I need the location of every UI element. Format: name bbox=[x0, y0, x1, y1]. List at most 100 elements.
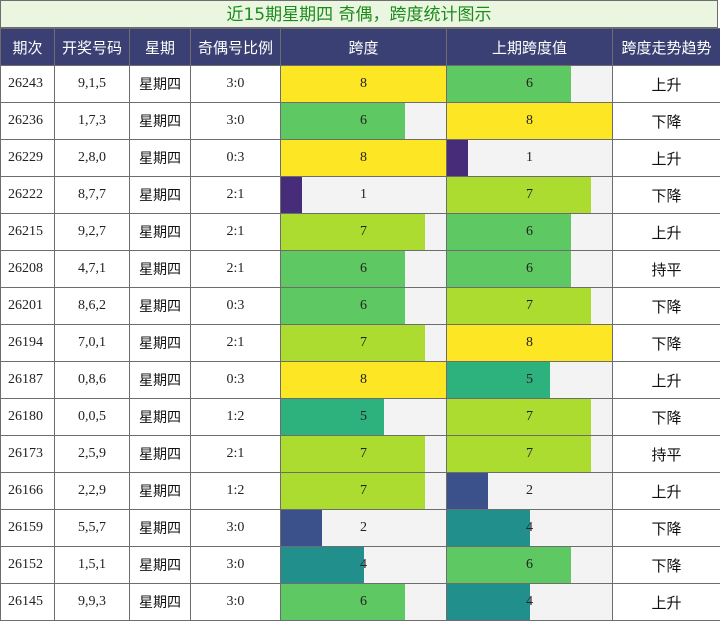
weekday-cell: 星期四 bbox=[129, 102, 191, 140]
span-cell-bar bbox=[281, 473, 426, 509]
prev-span-cell-bar bbox=[447, 288, 592, 324]
trend-cell: 下降 bbox=[612, 398, 720, 436]
odd-even-cell: 3:0 bbox=[190, 509, 281, 547]
numbers-cell: 4,7,1 bbox=[54, 250, 130, 288]
span-cell-label: 6 bbox=[360, 113, 367, 128]
trend-cell: 持平 bbox=[612, 250, 720, 288]
prev-span-cell-label: 8 bbox=[526, 335, 533, 350]
span-cell-bar bbox=[281, 325, 426, 361]
prev-span-cell-bar bbox=[447, 510, 530, 546]
issue-cell: 26194 bbox=[0, 324, 55, 362]
prev-span-cell-label: 7 bbox=[526, 409, 533, 424]
trend-cell: 上升 bbox=[612, 583, 720, 621]
table-body: 26243 9,1,5 星期四 3:0 8 6 上升 26236 1,7,3 星期四 3:0 6 8 下降… bbox=[0, 65, 720, 621]
odd-even-cell: 2:1 bbox=[190, 250, 281, 288]
issue-cell: 26236 bbox=[0, 102, 55, 140]
prev-span-cell-label: 6 bbox=[526, 261, 533, 276]
trend-cell: 下降 bbox=[612, 176, 720, 214]
chart-title: 近15期星期四 奇偶，跨度统计图示 bbox=[0, 0, 718, 28]
prev-span-cell-bar bbox=[447, 436, 592, 472]
weekday-cell: 星期四 bbox=[129, 287, 191, 325]
span-cell-bar bbox=[281, 436, 426, 472]
trend-header: 跨度走势趋势 bbox=[612, 28, 720, 66]
table-row: 26229 2,8,0 星期四 0:3 8 1 上升 bbox=[0, 139, 720, 177]
odd-even-cell: 0:3 bbox=[190, 139, 281, 177]
trend-cell: 上升 bbox=[612, 472, 720, 510]
trend-cell: 下降 bbox=[612, 324, 720, 362]
span-cell-bar bbox=[281, 140, 446, 176]
issue-cell: 26180 bbox=[0, 398, 55, 436]
prev-span-cell-bar bbox=[447, 584, 530, 620]
span-cell: 7 bbox=[280, 213, 447, 251]
table-row: 26208 4,7,1 星期四 2:1 6 6 持平 bbox=[0, 250, 720, 288]
prev-span-cell-label: 6 bbox=[526, 224, 533, 239]
odd-even-cell: 1:2 bbox=[190, 398, 281, 436]
prev-span-cell: 6 bbox=[446, 250, 613, 288]
table-row: 26222 8,7,7 星期四 2:1 1 7 下降 bbox=[0, 176, 720, 214]
table-row: 26243 9,1,5 星期四 3:0 8 6 上升 bbox=[0, 65, 720, 103]
span-cell-label: 7 bbox=[360, 335, 367, 350]
prev-span-cell-label: 8 bbox=[526, 113, 533, 128]
span-cell-label: 1 bbox=[360, 187, 367, 202]
prev-span-cell-bar bbox=[447, 473, 489, 509]
numbers-cell: 2,8,0 bbox=[54, 139, 130, 177]
span-cell-bar bbox=[281, 362, 446, 398]
odd-even-cell: 3:0 bbox=[190, 546, 281, 584]
prev-span-cell: 6 bbox=[446, 65, 613, 103]
span-cell-bar bbox=[281, 584, 405, 620]
span-cell-bar bbox=[281, 177, 302, 213]
prev-span-cell-bar bbox=[447, 214, 571, 250]
table-row: 26180 0,0,5 星期四 1:2 5 7 下降 bbox=[0, 398, 720, 436]
numbers-cell: 1,5,1 bbox=[54, 546, 130, 584]
trend-cell: 上升 bbox=[612, 65, 720, 103]
span-cell: 6 bbox=[280, 287, 447, 325]
trend-cell: 下降 bbox=[612, 509, 720, 547]
prev-span-cell-bar bbox=[447, 362, 551, 398]
table-row: 26215 9,2,7 星期四 2:1 7 6 上升 bbox=[0, 213, 720, 251]
span-cell-label: 4 bbox=[360, 557, 367, 572]
prev-span-header: 上期跨度值 bbox=[446, 28, 613, 66]
odd-even-cell: 2:1 bbox=[190, 324, 281, 362]
span-cell: 6 bbox=[280, 102, 447, 140]
issue-cell: 26208 bbox=[0, 250, 55, 288]
prev-span-cell-label: 1 bbox=[526, 150, 533, 165]
span-cell-label: 5 bbox=[360, 409, 367, 424]
table-row: 26173 2,5,9 星期四 2:1 7 7 持平 bbox=[0, 435, 720, 473]
weekday-cell: 星期四 bbox=[129, 176, 191, 214]
weekday-cell: 星期四 bbox=[129, 65, 191, 103]
span-cell-bar bbox=[281, 288, 405, 324]
numbers-header: 开奖号码 bbox=[54, 28, 130, 66]
prev-span-cell-label: 7 bbox=[526, 298, 533, 313]
span-cell-label: 8 bbox=[360, 372, 367, 387]
issue-cell: 26166 bbox=[0, 472, 55, 510]
span-cell-bar bbox=[281, 547, 364, 583]
prev-span-cell: 4 bbox=[446, 509, 613, 547]
span-cell: 1 bbox=[280, 176, 447, 214]
weekday-cell: 星期四 bbox=[129, 139, 191, 177]
prev-span-cell: 7 bbox=[446, 287, 613, 325]
span-header: 跨度 bbox=[280, 28, 447, 66]
odd-even-cell: 3:0 bbox=[190, 65, 281, 103]
table-row: 26187 0,8,6 星期四 0:3 8 5 上升 bbox=[0, 361, 720, 399]
prev-span-cell: 6 bbox=[446, 213, 613, 251]
weekday-cell: 星期四 bbox=[129, 472, 191, 510]
odd-even-cell: 3:0 bbox=[190, 102, 281, 140]
issue-cell: 26215 bbox=[0, 213, 55, 251]
numbers-cell: 9,9,3 bbox=[54, 583, 130, 621]
trend-cell: 下降 bbox=[612, 546, 720, 584]
trend-cell: 上升 bbox=[612, 139, 720, 177]
span-cell-label: 7 bbox=[360, 483, 367, 498]
issue-cell: 26159 bbox=[0, 509, 55, 547]
weekday-cell: 星期四 bbox=[129, 398, 191, 436]
numbers-cell: 2,2,9 bbox=[54, 472, 130, 510]
prev-span-cell-bar bbox=[447, 251, 571, 287]
span-cell: 7 bbox=[280, 324, 447, 362]
weekday-cell: 星期四 bbox=[129, 213, 191, 251]
numbers-cell: 9,1,5 bbox=[54, 65, 130, 103]
numbers-cell: 8,6,2 bbox=[54, 287, 130, 325]
weekday-cell: 星期四 bbox=[129, 546, 191, 584]
issue-cell: 26187 bbox=[0, 361, 55, 399]
span-cell-label: 6 bbox=[360, 298, 367, 313]
table-row: 26166 2,2,9 星期四 1:2 7 2 上升 bbox=[0, 472, 720, 510]
issue-cell: 26201 bbox=[0, 287, 55, 325]
